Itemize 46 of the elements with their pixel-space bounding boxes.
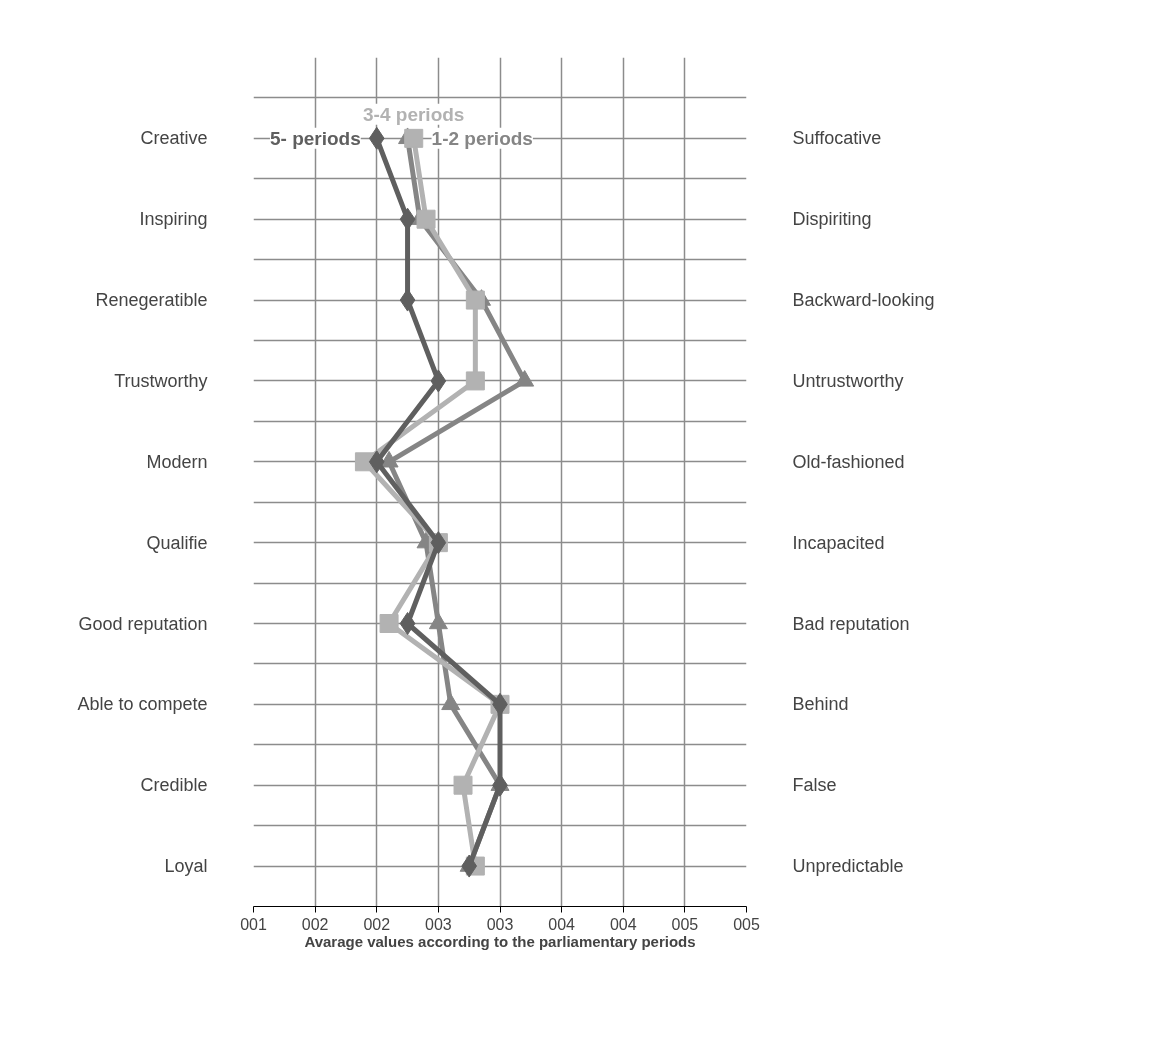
y-tick-label: Creative	[140, 128, 208, 149]
x-tick-label: 002	[301, 915, 329, 933]
point	[368, 450, 385, 474]
point	[465, 371, 485, 391]
y-tick-label: Good reputation	[78, 613, 208, 634]
point	[465, 290, 485, 310]
point	[430, 369, 447, 393]
series-label: 3-4 periods	[363, 103, 465, 125]
y2-tick-label: Backward-looking	[792, 290, 935, 311]
y-tick-label: Trustworthy	[114, 370, 208, 391]
x-tick-label: 001	[240, 915, 267, 933]
point	[416, 209, 436, 229]
x-tick-label: 003	[425, 915, 452, 933]
point	[379, 614, 399, 633]
y-tick-label: Qualifie	[146, 532, 208, 553]
x-tick-label: 003	[486, 915, 514, 933]
x-tick-label: 005	[733, 915, 760, 933]
point	[399, 612, 416, 635]
y-tick-label: Able to compete	[77, 694, 208, 715]
point	[453, 775, 473, 795]
y2-tick-label: Behind	[792, 694, 849, 715]
y-tick-label: Credible	[140, 775, 208, 796]
point	[399, 207, 416, 231]
series-label: 5- periods	[269, 127, 361, 149]
x-tick-label: 004	[609, 915, 637, 933]
point	[404, 128, 424, 148]
y2-tick-label: Suffocative	[792, 128, 882, 149]
point	[461, 854, 478, 878]
y-tick-label: Modern	[146, 451, 208, 472]
x-tick-label: 005	[671, 915, 699, 933]
y-tick-label: Renegeratible	[95, 290, 208, 311]
point	[368, 126, 385, 150]
series-label: 1-2 periods	[431, 127, 533, 149]
y2-tick-label: Unpredictable	[792, 856, 904, 877]
y-tick-label: Loyal	[164, 856, 208, 877]
y2-tick-label: Dispiriting	[792, 209, 872, 230]
y2-tick-label: Old-fashioned	[792, 451, 905, 472]
y-tick-label: Inspiring	[139, 209, 208, 230]
x-axis-title: Avarage values according to the parliamentary periods	[304, 932, 696, 950]
point	[399, 288, 416, 312]
y2-tick-label: Bad reputation	[792, 613, 910, 634]
x-tick-label: 002	[363, 915, 391, 933]
x-tick-label: 004	[548, 915, 576, 933]
y2-tick-label: False	[792, 775, 837, 796]
y2-tick-label: Untrustworthy	[792, 370, 904, 391]
y2-tick-label: Incapacited	[792, 532, 885, 553]
